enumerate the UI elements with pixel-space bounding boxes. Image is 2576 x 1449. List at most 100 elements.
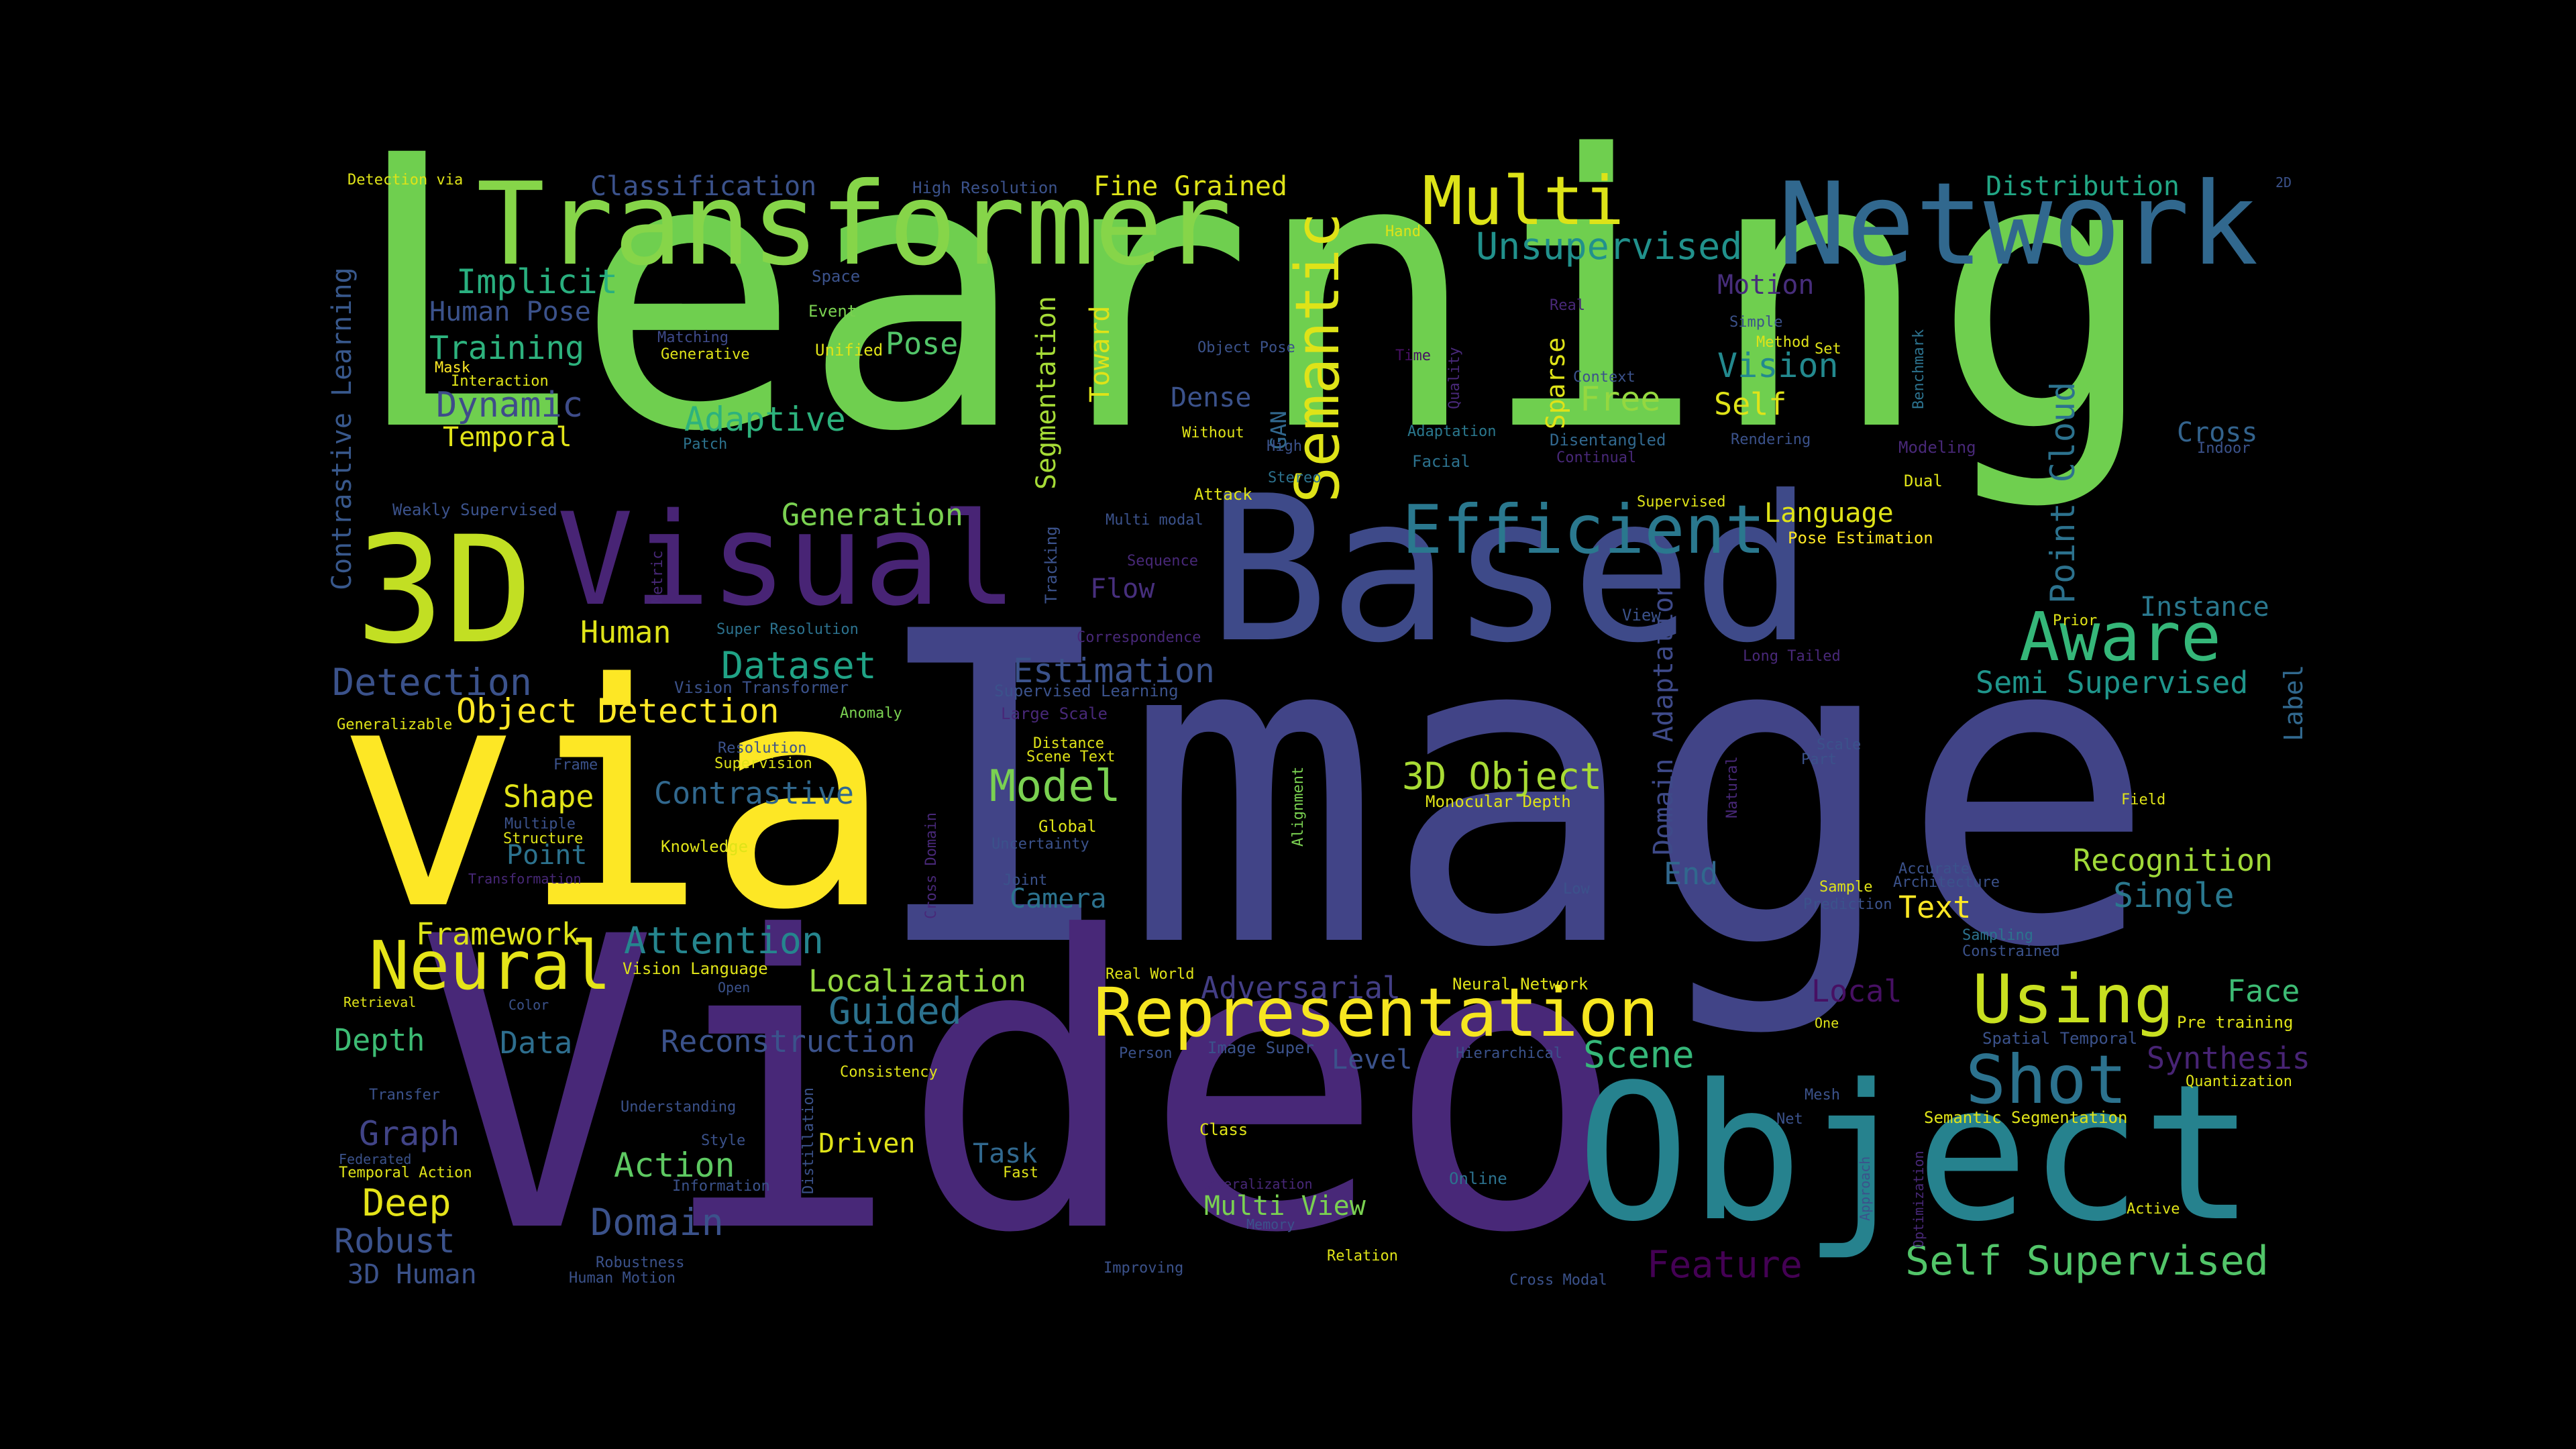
word-open: Open [718,979,751,996]
word-based: Based [1208,453,1814,687]
word-level: Level [1332,1044,1413,1075]
word-multiple: Multiple [504,816,576,833]
word-dense: Dense [1171,382,1252,413]
word-pre-training: Pre training [2177,1013,2294,1032]
word-detection: Detection [332,661,533,704]
word-contrastive-learning: Contrastive Learning [327,267,358,590]
word-model: Model [989,761,1121,812]
word-using: Using [1972,960,2175,1038]
word-approach: Approach [1857,1156,1873,1221]
word-method: Method [1756,334,1810,351]
word-temporal-action: Temporal Action [339,1165,472,1181]
word-long-tailed: Long Tailed [1743,648,1841,665]
word-high: High [1267,438,1302,455]
word-label: Label [2279,664,2308,741]
word-multi-view: Multi View [1204,1191,1366,1222]
word-pose: Pose [885,326,959,362]
word-retrieval: Retrieval [343,994,417,1010]
word-correspondence: Correspondence [1077,629,1201,646]
word-natural: Natural [1724,756,1741,818]
word-weakly-supervised: Weakly Supervised [392,500,557,519]
word-action: Action [614,1146,735,1185]
word-relation: Relation [1327,1248,1398,1265]
word-view: View [1622,606,1661,625]
word-online: Online [1449,1169,1507,1188]
word-semantic-segmentation: Semantic Segmentation [1924,1108,2128,1127]
word-matching: Matching [657,329,729,346]
word-prior: Prior [2053,612,2098,629]
word-large-scale: Large Scale [1001,704,1108,723]
word-knowledge: Knowledge [661,837,749,856]
word-metric: Metric [649,550,666,604]
word-local: Local [1811,973,1902,1009]
word-face: Face [2227,973,2300,1009]
word-real-world: Real World [1106,966,1195,983]
word-cross-modal: Cross Modal [1509,1272,1607,1289]
word-neural: Neural [369,926,612,1005]
word-anomaly: Anomaly [840,705,902,722]
word-human-pose: Human Pose [429,297,591,327]
word-global: Global [1038,817,1097,836]
word-supervised: Supervised [1637,494,1726,511]
word-transfer: Transfer [369,1087,440,1104]
word-spatial-temporal: Spatial Temporal [1982,1029,2138,1048]
word-data: Data [500,1025,573,1061]
word-3d: 3D [356,504,533,676]
word-federated: Federated [339,1151,412,1167]
word-object: Object [1576,1044,2255,1263]
word-guided: Guided [828,989,962,1032]
word-uncertainty: Uncertainty [991,836,1089,853]
word-super-resolution: Super Resolution [716,621,859,638]
word-quantization: Quantization [2186,1073,2292,1090]
word-training: Training [429,329,585,367]
word-architecture: Architecture [1893,874,2000,891]
word-learning: Learning [349,76,2159,514]
word-adversarial: Adversarial [1201,970,1401,1006]
word-attention: Attention [624,919,824,962]
word-task: Task [973,1138,1038,1169]
word-temporal: Temporal [443,422,572,453]
word-driven: Driven [818,1128,916,1159]
word-single: Single [2113,876,2235,915]
word-sample: Sample [1819,879,1873,896]
word-efficient: Efficient [1402,490,1766,569]
word-object-pose: Object Pose [1197,339,1295,356]
word-stereo: Stereo [1268,470,1322,486]
word-prediction: Prediction [1803,896,1892,913]
word-attack: Attack [1194,485,1252,504]
word-feature: Feature [1647,1243,1803,1286]
word-facial: Facial [1412,452,1470,471]
word-semi-supervised: Semi Supervised [1976,665,2249,700]
word-synthesis: Synthesis [2147,1040,2310,1076]
word-quality: Quality [1446,347,1463,409]
word-consistency: Consistency [840,1064,938,1081]
word-dynamic: Dynamic [436,385,584,425]
word-framework: Framework [416,916,580,952]
word-depth: Depth [334,1022,425,1058]
word-low: Low [1563,881,1590,898]
word-distance: Distance [1033,735,1104,752]
word-reconstruction: Reconstruction [661,1024,916,1059]
word-sequence: Sequence [1127,553,1198,570]
word-time: Time [1395,347,1431,364]
word-patch: Patch [683,436,728,453]
word-continual: Continual [1556,449,1637,466]
word-human: Human [580,614,672,650]
word-monocular-depth: Monocular Depth [1426,792,1571,811]
word-indoor: Indoor [2197,440,2251,457]
word-style: Style [701,1132,746,1149]
word-image: Image [865,541,2158,1041]
word-color: Color [508,997,549,1013]
word-generative: Generative [661,346,750,363]
word-scene-text: Scene Text [1026,749,1116,765]
word-aware: Aware [2019,598,2222,676]
word-3d-human: 3D Human [347,1259,477,1290]
word-shot: Shot [1966,1040,2127,1119]
word-transformer: Transformer [476,158,1232,291]
word-unified: Unified [815,341,883,360]
word-distillation: Distillation [800,1087,817,1194]
word-fast: Fast [1003,1165,1038,1181]
word-context: Context [1573,369,1635,386]
word-hand: Hand [1385,223,1421,240]
word-domain: Domain [590,1201,724,1244]
